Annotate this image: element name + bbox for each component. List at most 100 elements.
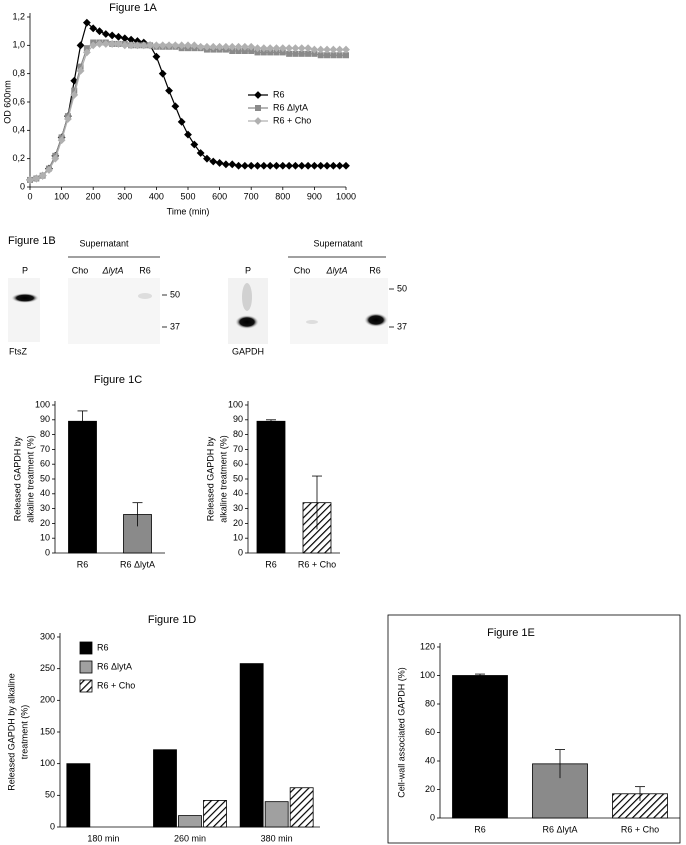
bar [239,663,264,828]
lane-label: Cho [294,265,311,275]
band [11,293,39,303]
y-tick-label: 50 [45,790,55,800]
marker [171,102,180,111]
legend-label: R6 ΔlytA [273,102,308,112]
x-tick-label: 500 [180,191,195,201]
y-tick-label: 0,4 [12,125,25,135]
marker [184,130,192,139]
y-tick-label: 120 [420,641,435,651]
marker [215,42,224,51]
marker [64,115,72,123]
lane-label: P [245,265,251,275]
marker [343,52,349,59]
y-tick-label: 40 [425,755,435,765]
y-tick-label: 40 [40,488,50,498]
y-tick-label: 100 [40,758,55,768]
band [306,320,318,324]
marker [171,41,180,50]
lane-label: P [22,265,28,275]
lane-label: Cho [72,265,89,275]
y-tick-label: 50 [40,473,50,483]
y-tick-label: 1,2 [12,11,25,21]
x-tick-label: 260 min [174,833,206,843]
marker [266,161,275,170]
protein-label: FtsZ [9,346,27,356]
marker [310,161,319,170]
y-tick-label: 40 [233,488,243,498]
marker [272,44,281,53]
y-axis-label: alkaline treatment (%) [25,435,35,523]
marker [310,45,319,54]
bar [452,675,508,819]
marker [286,50,293,57]
marker [336,52,343,59]
marker [184,41,192,50]
y-tick-label: 20 [233,518,243,528]
marker [26,176,34,184]
marker [297,161,306,170]
y-tick-label: 200 [40,695,55,705]
legend-label: R6 + Cho [273,115,311,125]
marker [228,160,237,169]
marker [285,44,294,53]
marker [209,157,218,166]
y-tick-label: 20 [425,784,435,794]
y-tick-label: 90 [233,414,243,424]
marker [253,161,262,170]
y-tick-label: 300 [40,631,55,641]
y-axis-label: Released GAPDH by [12,436,22,521]
marker [38,171,47,180]
marker [323,45,331,54]
marker [298,50,305,57]
marker [292,50,299,57]
marker-label: 50 [170,289,180,299]
x-tick-label: 300 [117,191,132,201]
bar [289,787,314,828]
frame [387,614,681,844]
x-tick-label: 700 [244,191,259,201]
marker [196,42,205,51]
y-tick-label: 60 [425,727,435,737]
panel-title: Figure 1B [8,235,56,247]
x-tick-label: 800 [275,191,290,201]
y-tick-label: 0,8 [12,68,25,78]
marker [259,161,268,170]
marker [209,42,218,51]
marker [152,41,161,50]
marker [285,161,294,170]
marker [254,117,262,125]
y-axis-label: treatment (%) [19,705,29,760]
marker [133,41,142,50]
marker [190,140,199,149]
marker [335,45,344,54]
y-tick-label: 10 [233,533,243,543]
marker [51,154,60,163]
x-tick-label: R6 [77,559,89,569]
marker [32,174,41,183]
x-tick-label: R6 ΔlytA [120,559,155,569]
x-tick-label: R6 [474,824,486,834]
legend-label: R6 [273,89,285,99]
marker [45,166,53,174]
marker [247,42,256,51]
marker [316,45,325,54]
marker [324,52,331,59]
y-tick-label: 60 [233,459,243,469]
marker [228,42,237,51]
marker [95,40,104,48]
y-tick-label: 0 [50,821,55,831]
y-tick-label: 70 [40,444,50,454]
x-tick-label: R6 [265,559,277,569]
y-tick-label: 0 [238,547,243,557]
band [242,283,252,311]
marker [114,40,123,48]
y-tick-label: 0,6 [12,96,25,106]
band [235,315,259,329]
blot [68,278,160,344]
legend-swatch [79,679,93,693]
marker [177,41,186,50]
y-tick-label: 30 [233,503,243,513]
marker [253,44,262,53]
x-tick-label: 900 [307,191,322,201]
